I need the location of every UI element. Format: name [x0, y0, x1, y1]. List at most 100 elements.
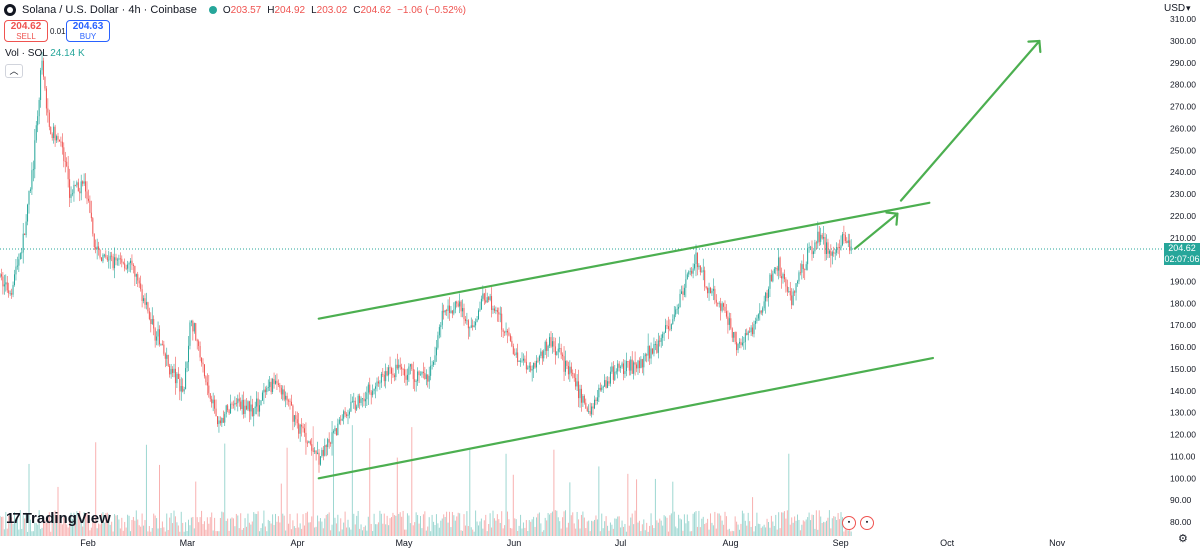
volume-bar: [833, 516, 835, 536]
candle-body: [662, 334, 664, 338]
volume-bar: [605, 516, 607, 536]
candle-body: [118, 258, 120, 260]
volume-bar: [731, 530, 733, 536]
candle-body: [19, 253, 21, 260]
volume-bar: [812, 514, 814, 536]
candle-body: [333, 431, 334, 433]
candle-body: [454, 301, 456, 310]
y-tick-label: 300.00: [1170, 36, 1196, 46]
chevron-down-icon[interactable]: ▾: [1186, 3, 1191, 13]
volume-bar: [456, 516, 458, 536]
volume-bar: [504, 525, 506, 536]
tradingview-logo[interactable]: 17 TradingView: [6, 510, 111, 527]
candle-body: [54, 126, 56, 141]
currency-selector[interactable]: USD: [1164, 3, 1186, 14]
volume-bar: [334, 517, 336, 536]
volume-bar: [373, 513, 375, 536]
lower-trendline: [317, 356, 935, 480]
candle-body: [369, 384, 371, 393]
volume-bar: [453, 515, 455, 536]
volume-bar: [179, 531, 181, 536]
volume-bar: [840, 512, 842, 536]
candle-body: [224, 414, 226, 423]
volume-bar: [827, 517, 829, 536]
volume-bar: [756, 512, 758, 536]
volume-bar: [839, 519, 841, 536]
volume-bar: [56, 518, 58, 536]
candle-body: [498, 312, 500, 315]
candle-body: [660, 337, 662, 342]
volume-bar: [656, 520, 658, 536]
volume-bar: [205, 529, 207, 536]
candle-body: [509, 335, 511, 341]
candle-body: [617, 363, 619, 372]
economic-event-flag-icon[interactable]: ▪: [842, 516, 856, 530]
sell-button[interactable]: 204.62 SELL: [4, 20, 48, 42]
buy-button[interactable]: 204.63 BUY: [66, 20, 110, 42]
volume-bar: [472, 529, 474, 536]
volume-bar: [73, 512, 75, 536]
candle-body: [92, 218, 94, 234]
volume-bar: [498, 519, 500, 536]
candle-body: [305, 432, 307, 443]
candle-body: [467, 320, 469, 329]
volume-bar: [177, 525, 179, 536]
candle-body: [592, 406, 594, 409]
candle-body: [812, 251, 814, 255]
volume-bar: [47, 517, 49, 536]
candle-body: [353, 400, 355, 402]
y-tick-label: 260.00: [1170, 123, 1196, 133]
volume-bar: [607, 525, 609, 536]
candle-body: [128, 263, 130, 265]
volume-bar: [259, 531, 261, 536]
collapse-legend-button[interactable]: ︿: [5, 64, 23, 78]
candle-body: [163, 344, 165, 354]
candle-body: [438, 327, 440, 336]
volume-bar: [108, 514, 110, 536]
candle-body: [601, 387, 603, 390]
volume-bar: [633, 524, 635, 536]
volume-bar: [409, 523, 411, 536]
candle-body: [695, 252, 697, 264]
volume-bar: [559, 521, 561, 536]
volume-bar: [538, 512, 540, 536]
candle-body: [596, 397, 598, 401]
candle-body: [380, 373, 382, 383]
candle-body: [628, 361, 630, 371]
volume-bar: [51, 517, 53, 536]
symbol-title[interactable]: Solana / U.S. Dollar · 4h · Coinbase: [22, 4, 197, 16]
volume-bar: [208, 523, 210, 536]
candle-body: [391, 368, 392, 374]
candle-body: [185, 368, 187, 390]
price-axis-bg: [1162, 0, 1200, 552]
candle-body: [212, 399, 214, 404]
candle-body: [691, 270, 693, 274]
volume-bar: [103, 522, 105, 536]
candle-body: [505, 330, 507, 333]
candle-body: [673, 314, 675, 320]
economic-event-flag-icon[interactable]: ▪: [860, 516, 874, 530]
candle-body: [694, 263, 696, 269]
volume-bar: [124, 521, 126, 536]
volume-bar: [45, 522, 47, 536]
candle-body: [559, 348, 561, 349]
candle-body: [462, 308, 464, 312]
volume-bar: [391, 517, 392, 536]
candle-body: [567, 365, 569, 375]
candle-body: [630, 359, 632, 371]
volume-bar: [620, 527, 622, 536]
candle-body: [354, 400, 356, 410]
candle-body: [395, 364, 397, 378]
candle-body: [683, 287, 685, 295]
volume-bar: [144, 520, 146, 536]
gear-icon[interactable]: ⚙: [1178, 533, 1188, 545]
candle-body: [109, 255, 111, 260]
volume-bar: [327, 513, 329, 536]
volume-bar: [612, 528, 614, 536]
arrow-long-head: [1038, 39, 1042, 54]
candle-body: [641, 359, 643, 368]
volume-bar: [153, 513, 155, 536]
candle-body: [16, 265, 18, 267]
volume-bar: [779, 528, 781, 536]
